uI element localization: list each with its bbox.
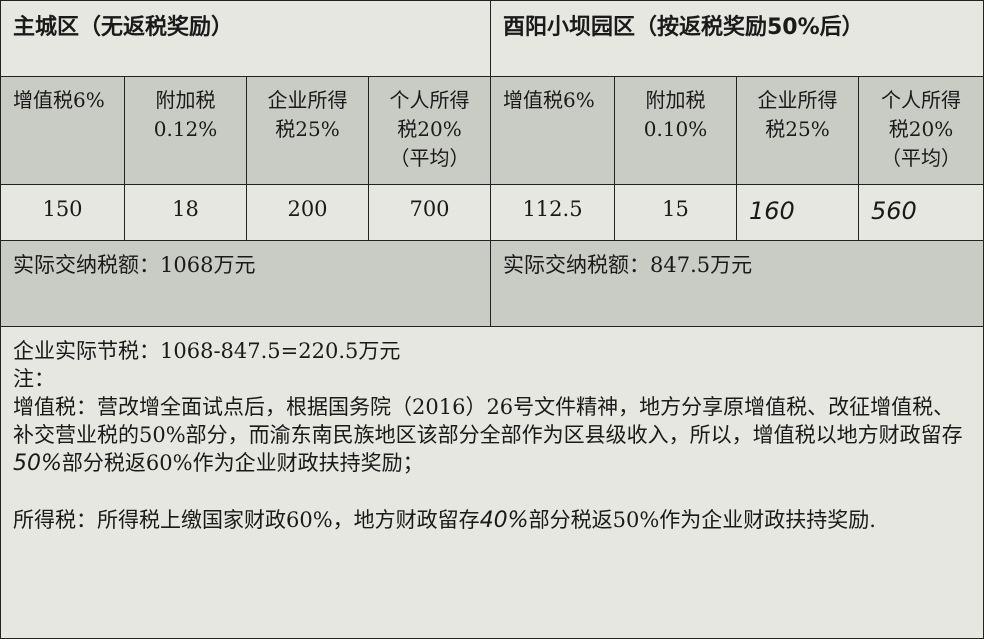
vat-note-text: 增值税：营改增全面试点后，根据国务院（2016）26号文件精神，地方分享原增值税… bbox=[13, 395, 963, 447]
left-value-vat: 150 bbox=[1, 185, 125, 241]
left-header-surcharge: 附加税 0.12% bbox=[125, 77, 247, 185]
income-retained-percent: 40% bbox=[479, 508, 529, 533]
left-header-personal-tax: 个人所得 税20% （平均） bbox=[369, 77, 491, 185]
right-value-corporate-tax: 160 bbox=[737, 185, 859, 241]
left-zone-title: 主城区（无返税奖励） bbox=[1, 1, 491, 77]
income-note-text: 所得税：所得税上缴国家财政60%，地方财政留存 bbox=[13, 508, 480, 532]
right-header-corporate-tax: 企业所得 税25% bbox=[737, 77, 859, 185]
left-header-vat: 增值税6% bbox=[1, 77, 125, 185]
right-value-vat: 112.5 bbox=[491, 185, 615, 241]
vat-retained-percent: 50% bbox=[13, 451, 62, 476]
left-value-surcharge: 18 bbox=[125, 185, 247, 241]
left-total-tax: 实际交纳税额：1068万元 bbox=[1, 241, 491, 327]
vat-note: 增值税：营改增全面试点后，根据国务院（2016）26号文件精神，地方分享原增值税… bbox=[13, 393, 971, 478]
right-zone-title: 酉阳小坝园区（按返税奖励50%后） bbox=[491, 1, 983, 77]
left-value-personal-tax: 700 bbox=[369, 185, 491, 241]
note-label: 注： bbox=[13, 367, 55, 391]
right-value-surcharge: 15 bbox=[615, 185, 737, 241]
spacer bbox=[13, 478, 971, 506]
right-header-personal-tax: 个人所得 税20% （平均） bbox=[859, 77, 983, 185]
notes-section: 企业实际节税：1068-847.5=220.5万元 注： 增值税：营改增全面试点… bbox=[1, 327, 983, 638]
vat-note-text-end: 部分税返60%作为企业财政扶持奖励； bbox=[61, 451, 424, 475]
left-value-corporate-tax: 200 bbox=[247, 185, 369, 241]
left-header-corporate-tax: 企业所得 税25% bbox=[247, 77, 369, 185]
tax-saving-line: 企业实际节税：1068-847.5=220.5万元 bbox=[13, 339, 401, 363]
right-header-vat: 增值税6% bbox=[491, 77, 615, 185]
right-total-tax: 实际交纳税额：847.5万元 bbox=[491, 241, 983, 327]
income-note-text-end: 部分税返50%作为企业财政扶持奖励. bbox=[528, 508, 876, 532]
right-value-personal-tax: 560 bbox=[859, 185, 983, 241]
right-header-surcharge: 附加税 0.10% bbox=[615, 77, 737, 185]
income-tax-note: 所得税：所得税上缴国家财政60%，地方财政留存40%部分税返50%作为企业财政扶… bbox=[13, 506, 971, 535]
